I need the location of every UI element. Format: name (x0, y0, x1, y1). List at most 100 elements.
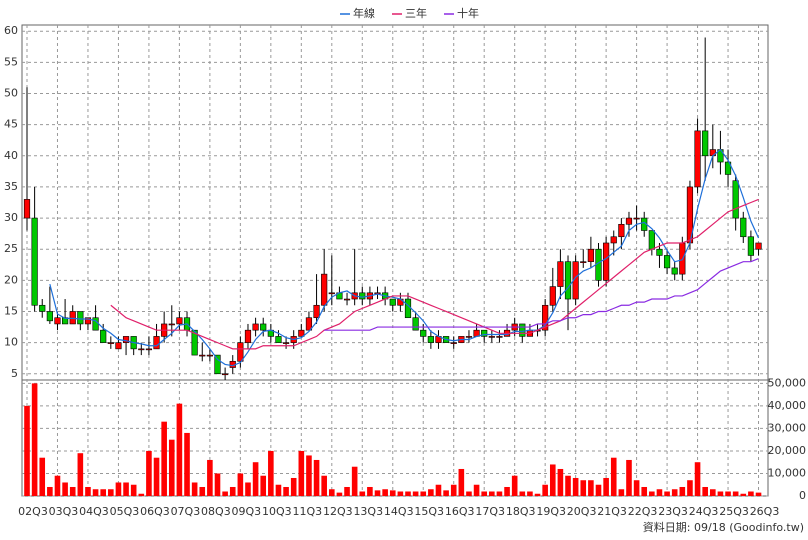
volume-bar (687, 480, 693, 496)
candle-body (54, 317, 61, 325)
volume-bar (146, 450, 152, 496)
candle-body (625, 217, 633, 225)
volume-bar (222, 491, 228, 496)
y2-tick-label: 20,000 (768, 444, 807, 457)
y-tick-label: 60 (4, 24, 18, 37)
x-tick-label: 23Q3 (658, 505, 688, 518)
volume-bar (649, 491, 655, 496)
candle-body (100, 329, 107, 343)
volume-bar (519, 491, 526, 496)
x-tick-label: 17Q3 (475, 505, 505, 518)
candle-body (465, 336, 473, 338)
volume-bar (168, 439, 175, 496)
x-tick-label: 14Q3 (384, 505, 414, 518)
volume-bar (618, 489, 625, 496)
candle-body (603, 242, 610, 281)
x-tick-label: 19Q3 (536, 505, 566, 518)
candle-body (671, 267, 678, 275)
volume-bar (130, 484, 137, 496)
candle-body (663, 255, 671, 269)
candle-body (39, 304, 46, 312)
volume-bar (123, 482, 129, 496)
volume-bar (260, 475, 267, 496)
candle-body (298, 329, 305, 337)
x-tick-label: 05Q3 (110, 505, 140, 518)
volume-bar (69, 486, 76, 496)
volume-bar (329, 489, 335, 496)
volume-bar (694, 462, 701, 496)
candle-body (252, 323, 259, 331)
candle-body (214, 354, 221, 375)
candle-body (648, 230, 655, 250)
candle-body (328, 292, 335, 295)
volume-bar (351, 466, 358, 496)
x-tick-label: 15Q3 (414, 505, 444, 518)
x-tick-label: 12Q3 (323, 505, 353, 518)
x-tick-label: 21Q3 (597, 505, 627, 518)
volume-bar (443, 490, 449, 496)
volume-bar (359, 491, 366, 496)
volume-bar (298, 450, 305, 496)
volume-bar (153, 457, 160, 496)
x-tick-label: 20Q3 (567, 505, 597, 518)
x-tick-label: 09Q3 (232, 505, 262, 518)
volume-bar (85, 486, 91, 496)
volume-bar (199, 486, 206, 496)
candle-body (564, 261, 572, 300)
volume-bar (473, 484, 480, 496)
volume-bar (374, 490, 381, 496)
volume-bar (679, 486, 686, 496)
candle-body (488, 336, 495, 338)
footer: 資料日期: 09/18 (Goodinfo.tw) (643, 520, 804, 534)
candle-body (260, 323, 267, 331)
volume-bar (557, 468, 564, 496)
candle-body (747, 236, 754, 256)
candle-body (542, 304, 549, 331)
y-tick-label: 45 (4, 118, 18, 131)
volume-bar (283, 486, 289, 496)
volume-bar (405, 491, 411, 496)
volume-bar (633, 480, 640, 496)
candle-body (557, 261, 564, 287)
candle-body (610, 236, 617, 244)
candle-body (206, 354, 213, 357)
y2-tick-label: 30,000 (768, 421, 807, 434)
candle-body (313, 304, 320, 319)
candle-body (138, 348, 145, 351)
y-tick-label: 50 (4, 87, 18, 100)
candle-body (633, 217, 640, 220)
x-tick-label: 04Q3 (79, 505, 109, 518)
candle-body (305, 317, 313, 331)
x-tick-label: 06Q3 (140, 505, 170, 518)
volume-bar (740, 493, 747, 496)
volume-bar (138, 493, 145, 496)
candle-body (702, 130, 709, 157)
volume-bar (504, 486, 510, 496)
volume-bar (435, 484, 442, 496)
volume-bar (565, 475, 571, 496)
candle-body (587, 248, 594, 262)
volume-bar (275, 484, 282, 496)
candle-body (199, 354, 206, 357)
y-tick-label: 25 (4, 242, 18, 255)
candle-body (31, 217, 38, 306)
volume-bar (664, 491, 670, 496)
volume-bar (580, 480, 587, 496)
candle-body (145, 348, 153, 351)
candle-body (107, 342, 114, 344)
candle-body (519, 323, 526, 337)
candle-body (92, 317, 99, 331)
candle-body (549, 286, 556, 306)
volume-bar (214, 473, 221, 496)
y2-tick-label: 50,000 (768, 376, 807, 389)
y2-tick-label: 40,000 (768, 399, 807, 412)
plot-frame (21, 24, 769, 497)
moving-average-line (49, 148, 760, 367)
volume-bar (732, 491, 739, 496)
volume-bar (656, 489, 663, 496)
volume-bar (336, 492, 343, 496)
volume-bar (641, 486, 648, 496)
volume-bar (54, 475, 61, 496)
volume-bar (725, 491, 731, 496)
